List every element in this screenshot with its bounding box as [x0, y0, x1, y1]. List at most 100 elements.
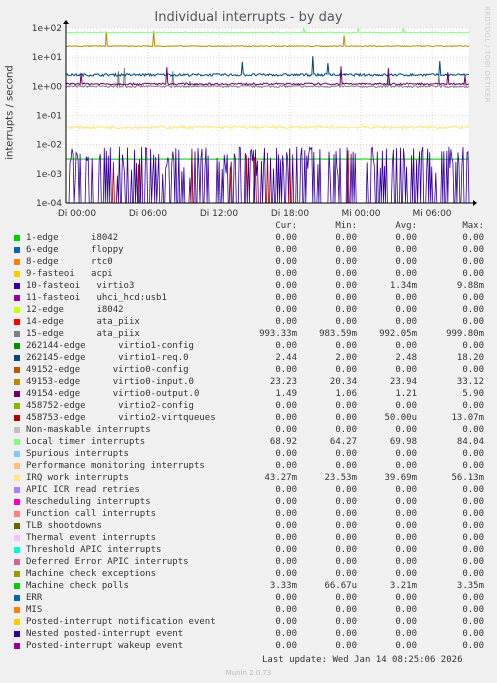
x-tick-label: Di 00:00: [58, 209, 97, 219]
legend-avg: 0.00: [395, 257, 417, 267]
legend-avg: 39.69m: [384, 473, 417, 483]
legend-max: 0.00: [462, 449, 484, 459]
legend-cur: 0.00: [275, 425, 297, 435]
legend: 1-edge i8042 0.00 0.00 0.00 0.00 6-edge flopp…: [0, 233, 497, 653]
legend-max: 0.00: [462, 293, 484, 303]
legend-max: 0.00: [462, 617, 484, 627]
legend-min: 983.59m: [319, 329, 357, 339]
legend-max: 0.00: [462, 461, 484, 471]
legend-min: 0.00: [335, 497, 357, 507]
legend-min: 0.00: [335, 401, 357, 411]
legend-label: 14-edge ata_piix: [26, 317, 140, 327]
y-tick-label: 1e-03: [36, 170, 62, 180]
legend-swatch: [14, 571, 20, 577]
legend-label: Machine check polls: [26, 581, 129, 591]
legend-cur: 23.23: [269, 377, 297, 387]
legend-row: APIC ICR read retries 0.00 0.00 0.00 0.00: [0, 485, 497, 497]
legend-row: Posted-interrupt wakeup event 0.00 0.00 0.0…: [0, 641, 497, 653]
legend-row: Function call interrupts 0.00 0.00 0.00 0.00: [0, 509, 497, 521]
legend-row: 49153-edge virtio0-input.0 23.23 20.34 23.9…: [0, 377, 497, 389]
legend-label: IRQ work interrupts: [26, 473, 129, 483]
legend-row: 8-edge rtc0 0.00 0.00 0.00 0.00: [0, 257, 497, 269]
legend-cur: 0.00: [275, 257, 297, 267]
legend-swatch: [14, 499, 20, 505]
legend-label: 9-fasteoi acpi: [26, 269, 113, 279]
legend-row: 1-edge i8042 0.00 0.00 0.00 0.00: [0, 233, 497, 245]
legend-max: 13.07m: [451, 413, 484, 423]
legend-avg: 0.00: [395, 605, 417, 615]
legend-max: 0.00: [462, 641, 484, 651]
legend-row: Rescheduling interrupts 0.00 0.00 0.00 0.00: [0, 497, 497, 509]
legend-min: 0.00: [335, 605, 357, 615]
legend-label: Deferred Error APIC interrupts: [26, 557, 189, 567]
legend-swatch: [14, 487, 20, 493]
y-tick-label: 1e-02: [36, 141, 62, 151]
legend-label: Performance monitoring interrupts: [26, 461, 205, 471]
legend-swatch: [14, 643, 20, 649]
legend-label: Posted-interrupt wakeup event: [26, 641, 184, 651]
legend-avg: 0.00: [395, 293, 417, 303]
legend-label: Rescheduling interrupts: [26, 497, 151, 507]
legend-avg: 0.00: [395, 521, 417, 531]
legend-max: 999.80m: [446, 329, 484, 339]
legend-max: 0.00: [462, 245, 484, 255]
legend-cur: 43.27m: [264, 473, 297, 483]
legend-label: 10-fasteoi virtio3: [26, 281, 135, 291]
legend-min: 0.00: [335, 317, 357, 327]
legend-min: 0.00: [335, 629, 357, 639]
legend-avg: 50.00u: [384, 413, 417, 423]
legend-swatch: [14, 583, 20, 589]
legend-avg: 0.00: [395, 617, 417, 627]
legend-header: Cur: Min: Avg: Max:: [0, 221, 497, 233]
legend-header-min: Min:: [335, 221, 357, 231]
legend-avg: 0.00: [395, 245, 417, 255]
legend-min: 0.00: [335, 485, 357, 495]
legend-label: Non-maskable interrupts: [26, 425, 151, 435]
legend-swatch: [14, 379, 20, 385]
legend-swatch: [14, 331, 20, 337]
legend-avg: 0.00: [395, 593, 417, 603]
legend-max: 0.00: [462, 233, 484, 243]
legend-max: 84.04: [456, 437, 484, 447]
legend-swatch: [14, 367, 20, 373]
series-line-8: [65, 68, 470, 89]
legend-cur: 0.00: [275, 629, 297, 639]
legend-row: 15-edge ata_piix 993.33m 983.59m 992.05m 999…: [0, 329, 497, 341]
legend-min: 0.00: [335, 569, 357, 579]
legend-label: Posted-interrupt notification event: [26, 617, 216, 627]
legend-avg: 0.00: [395, 305, 417, 315]
legend-swatch: [14, 355, 20, 361]
legend-min: 0.00: [335, 461, 357, 471]
legend-swatch: [14, 403, 20, 409]
legend-label: Thermal event interrupts: [26, 533, 157, 543]
legend-max: 33.12: [456, 377, 484, 387]
legend-swatch: [14, 247, 20, 253]
legend-cur: 0.00: [275, 521, 297, 531]
legend-swatch: [14, 463, 20, 469]
legend-label: APIC ICR read retries: [26, 485, 140, 495]
legend-avg: 0.00: [395, 401, 417, 411]
legend-row: Threshold APIC interrupts 0.00 0.00 0.00 0.0…: [0, 545, 497, 557]
legend-swatch: [14, 391, 20, 397]
legend-avg: 0.00: [395, 497, 417, 507]
legend-header-max: Max:: [462, 221, 484, 231]
legend-max: 0.00: [462, 305, 484, 315]
legend-row: 6-edge floppy 0.00 0.00 0.00 0.00: [0, 245, 497, 257]
legend-cur: 0.00: [275, 593, 297, 603]
legend-max: 0.00: [462, 401, 484, 411]
y-tick-label: 1e+01: [32, 53, 62, 63]
legend-row: 14-edge ata_piix 0.00 0.00 0.00 0.00: [0, 317, 497, 329]
x-tick-label: Di 12:00: [200, 209, 239, 219]
legend-cur: 0.00: [275, 341, 297, 351]
legend-row: 262145-edge virtio1-req.0 2.44 2.00 2.48 18.…: [0, 353, 497, 365]
legend-min: 0.00: [335, 449, 357, 459]
legend-avg: 69.98: [389, 437, 417, 447]
legend-label: 6-edge floppy: [26, 245, 124, 255]
legend-max: 9.88m: [456, 281, 484, 291]
legend-avg: 1.34m: [389, 281, 417, 291]
legend-avg: 0.00: [395, 461, 417, 471]
legend-label: 12-edge i8042: [26, 305, 124, 315]
legend-avg: 0.00: [395, 485, 417, 495]
x-axis-arrow: [473, 200, 477, 206]
